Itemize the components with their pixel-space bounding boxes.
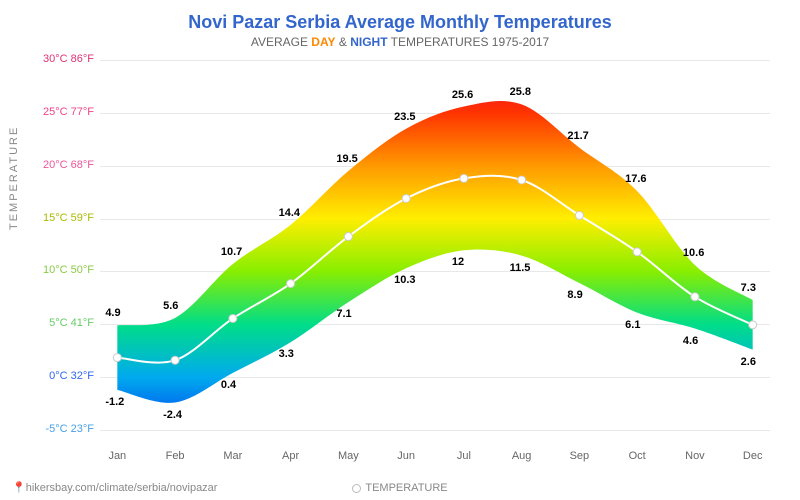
avg-marker xyxy=(633,248,641,256)
subtitle-day: DAY xyxy=(311,35,335,49)
value-label: 5.6 xyxy=(163,300,178,312)
value-label: 2.6 xyxy=(741,356,756,368)
avg-marker xyxy=(229,314,237,322)
x-tick: Feb xyxy=(155,450,195,462)
x-tick: Jul xyxy=(444,450,484,462)
y-tick: 20°C 68°F xyxy=(32,159,94,171)
value-label: 17.6 xyxy=(625,173,646,185)
y-tick: 5°C 41°F xyxy=(32,317,94,329)
y-tick: 30°C 86°F xyxy=(32,53,94,65)
value-label: -1.2 xyxy=(105,396,124,408)
chart-subtitle: AVERAGE DAY & NIGHT TEMPERATURES 1975-20… xyxy=(0,33,800,49)
value-label: 3.3 xyxy=(279,348,294,360)
x-tick: Aug xyxy=(502,450,542,462)
x-tick: May xyxy=(328,450,368,462)
value-label: 8.9 xyxy=(567,289,582,301)
avg-marker xyxy=(402,194,410,202)
subtitle-amp: & xyxy=(336,35,351,49)
y-tick: 15°C 59°F xyxy=(32,212,94,224)
avg-marker xyxy=(287,280,295,288)
x-tick: Sep xyxy=(559,450,599,462)
avg-marker xyxy=(518,176,526,184)
temp-band xyxy=(117,101,752,403)
y-tick: 25°C 77°F xyxy=(32,106,94,118)
value-label: 4.6 xyxy=(683,335,698,347)
pin-icon: 📍 xyxy=(12,482,26,494)
y-tick: 10°C 50°F xyxy=(32,264,94,276)
x-tick: Mar xyxy=(213,450,253,462)
value-label: 7.3 xyxy=(741,282,756,294)
value-label: 25.8 xyxy=(510,86,531,98)
avg-marker xyxy=(575,211,583,219)
value-label: 7.1 xyxy=(336,308,351,320)
avg-marker xyxy=(460,174,468,182)
temperature-chart xyxy=(100,60,770,430)
source-url: 📍hikersbay.com/climate/serbia/novipazar xyxy=(12,481,217,494)
x-tick: Jun xyxy=(386,450,426,462)
x-tick: Apr xyxy=(271,450,311,462)
subtitle-pre: AVERAGE xyxy=(251,35,311,49)
subtitle-post: TEMPERATURES 1975-2017 xyxy=(388,35,550,49)
chart-title: Novi Pazar Serbia Average Monthly Temper… xyxy=(0,0,800,33)
value-label: 10.7 xyxy=(221,246,242,258)
value-label: 6.1 xyxy=(625,319,640,331)
value-label: 21.7 xyxy=(567,130,588,142)
x-tick: Dec xyxy=(733,450,773,462)
legend-text: TEMPERATURE xyxy=(365,482,447,494)
value-label: 23.5 xyxy=(394,111,415,123)
value-label: 10.3 xyxy=(394,274,415,286)
value-label: 11.5 xyxy=(510,262,531,274)
value-label: 4.9 xyxy=(105,307,120,319)
x-tick: Jan xyxy=(97,450,137,462)
footer-text: hikersbay.com/climate/serbia/novipazar xyxy=(26,482,218,494)
y-tick: -5°C 23°F xyxy=(32,423,94,435)
avg-marker xyxy=(113,354,121,362)
value-label: 10.6 xyxy=(683,247,704,259)
value-label: 19.5 xyxy=(336,153,357,165)
avg-marker xyxy=(691,293,699,301)
gridline xyxy=(100,430,770,431)
value-label: 14.4 xyxy=(279,207,300,219)
value-label: -2.4 xyxy=(163,409,182,421)
x-tick: Oct xyxy=(617,450,657,462)
x-tick: Nov xyxy=(675,450,715,462)
value-label: 0.4 xyxy=(221,379,236,391)
subtitle-night: NIGHT xyxy=(350,35,387,49)
value-label: 12 xyxy=(452,256,464,268)
avg-marker xyxy=(344,233,352,241)
avg-marker xyxy=(749,321,757,329)
y-axis-label: TEMPERATURE xyxy=(8,126,20,230)
value-label: 25.6 xyxy=(452,89,473,101)
y-tick: 0°C 32°F xyxy=(32,370,94,382)
avg-marker xyxy=(171,356,179,364)
legend-marker-icon xyxy=(352,484,361,493)
